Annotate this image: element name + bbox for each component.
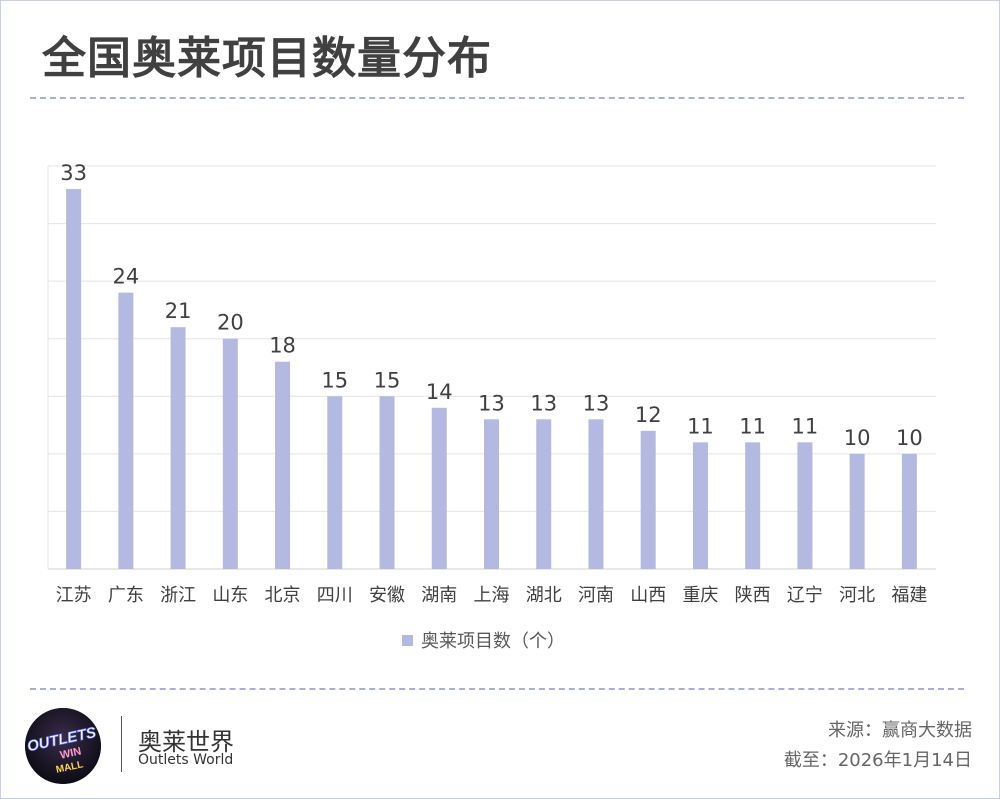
x-tick-label: 北京 (265, 585, 301, 606)
x-tick-label: 河北 (839, 585, 875, 606)
outlets-world-logo: OUTLETS WIN MALL (25, 708, 101, 784)
data-label: 24 (112, 265, 139, 289)
bar (745, 442, 761, 569)
x-tick-label: 浙江 (160, 585, 196, 606)
bar (327, 396, 343, 569)
bar (222, 338, 238, 569)
legend-swatch (402, 634, 413, 646)
bar (588, 419, 604, 569)
top-divider (30, 97, 964, 99)
bar (170, 327, 186, 569)
bar (484, 419, 499, 569)
bar (692, 442, 708, 569)
bar (118, 292, 134, 569)
data-label: 14 (426, 380, 453, 404)
data-label: 13 (530, 391, 557, 415)
source-text: 来源：赢商大数据 (828, 720, 972, 741)
bar (640, 430, 656, 569)
x-tick-label: 陕西 (735, 585, 771, 606)
data-label: 20 (217, 311, 244, 335)
data-label: 13 (583, 391, 610, 415)
logo-text: WIN (59, 745, 82, 761)
data-label: 15 (321, 368, 348, 392)
data-label: 15 (374, 368, 401, 392)
data-label: 33 (60, 161, 87, 185)
x-tick-label: 江苏 (56, 585, 92, 606)
x-tick-label: 山东 (212, 585, 248, 606)
x-tick-label: 上海 (474, 585, 510, 606)
x-tick-label: 福建 (891, 585, 927, 606)
x-tick-label: 湖北 (526, 585, 562, 606)
page-title: 全国奥莱项目数量分布 (42, 33, 492, 84)
data-label: 11 (687, 414, 714, 438)
x-tick-label: 安徽 (369, 585, 405, 606)
data-label: 13 (478, 391, 505, 415)
bar (379, 396, 395, 569)
x-tick-label: 河南 (578, 585, 614, 606)
bar (849, 453, 865, 569)
x-tick-label: 山西 (630, 585, 666, 606)
bar-chart: 33 江苏 24 广东 21 浙江 20 山东 18 北京 15 四川 15 安徽 14 湖南 13 上海 13 湖北… (47, 161, 936, 606)
legend: 奥莱项目数（个） (402, 628, 565, 652)
x-tick-label: 四川 (317, 585, 353, 606)
bar (275, 361, 291, 569)
data-label: 21 (165, 299, 192, 323)
data-label: 11 (792, 414, 819, 438)
data-label: 11 (739, 414, 766, 438)
x-tick-label: 辽宁 (787, 585, 823, 606)
date-text: 截至：2026年1月14日 (783, 750, 972, 771)
x-tick-label: 广东 (108, 585, 144, 606)
x-tick-label: 湖南 (421, 585, 457, 606)
bar (536, 419, 552, 569)
bar (431, 407, 447, 569)
brand-separator (121, 716, 122, 772)
bar (66, 189, 82, 569)
data-label: 18 (269, 334, 296, 358)
legend-label: 奥莱项目数（个） (421, 631, 565, 652)
x-tick-label: 重庆 (682, 585, 718, 606)
brand-name-cn: 奥莱世界 (138, 728, 234, 756)
brand-name-en: Outlets World (138, 752, 234, 768)
data-label: 12 (635, 403, 662, 427)
data-label: 10 (896, 426, 923, 450)
data-label: 10 (844, 426, 871, 450)
bar (797, 442, 813, 569)
bar (901, 453, 917, 569)
bottom-divider (30, 688, 964, 690)
